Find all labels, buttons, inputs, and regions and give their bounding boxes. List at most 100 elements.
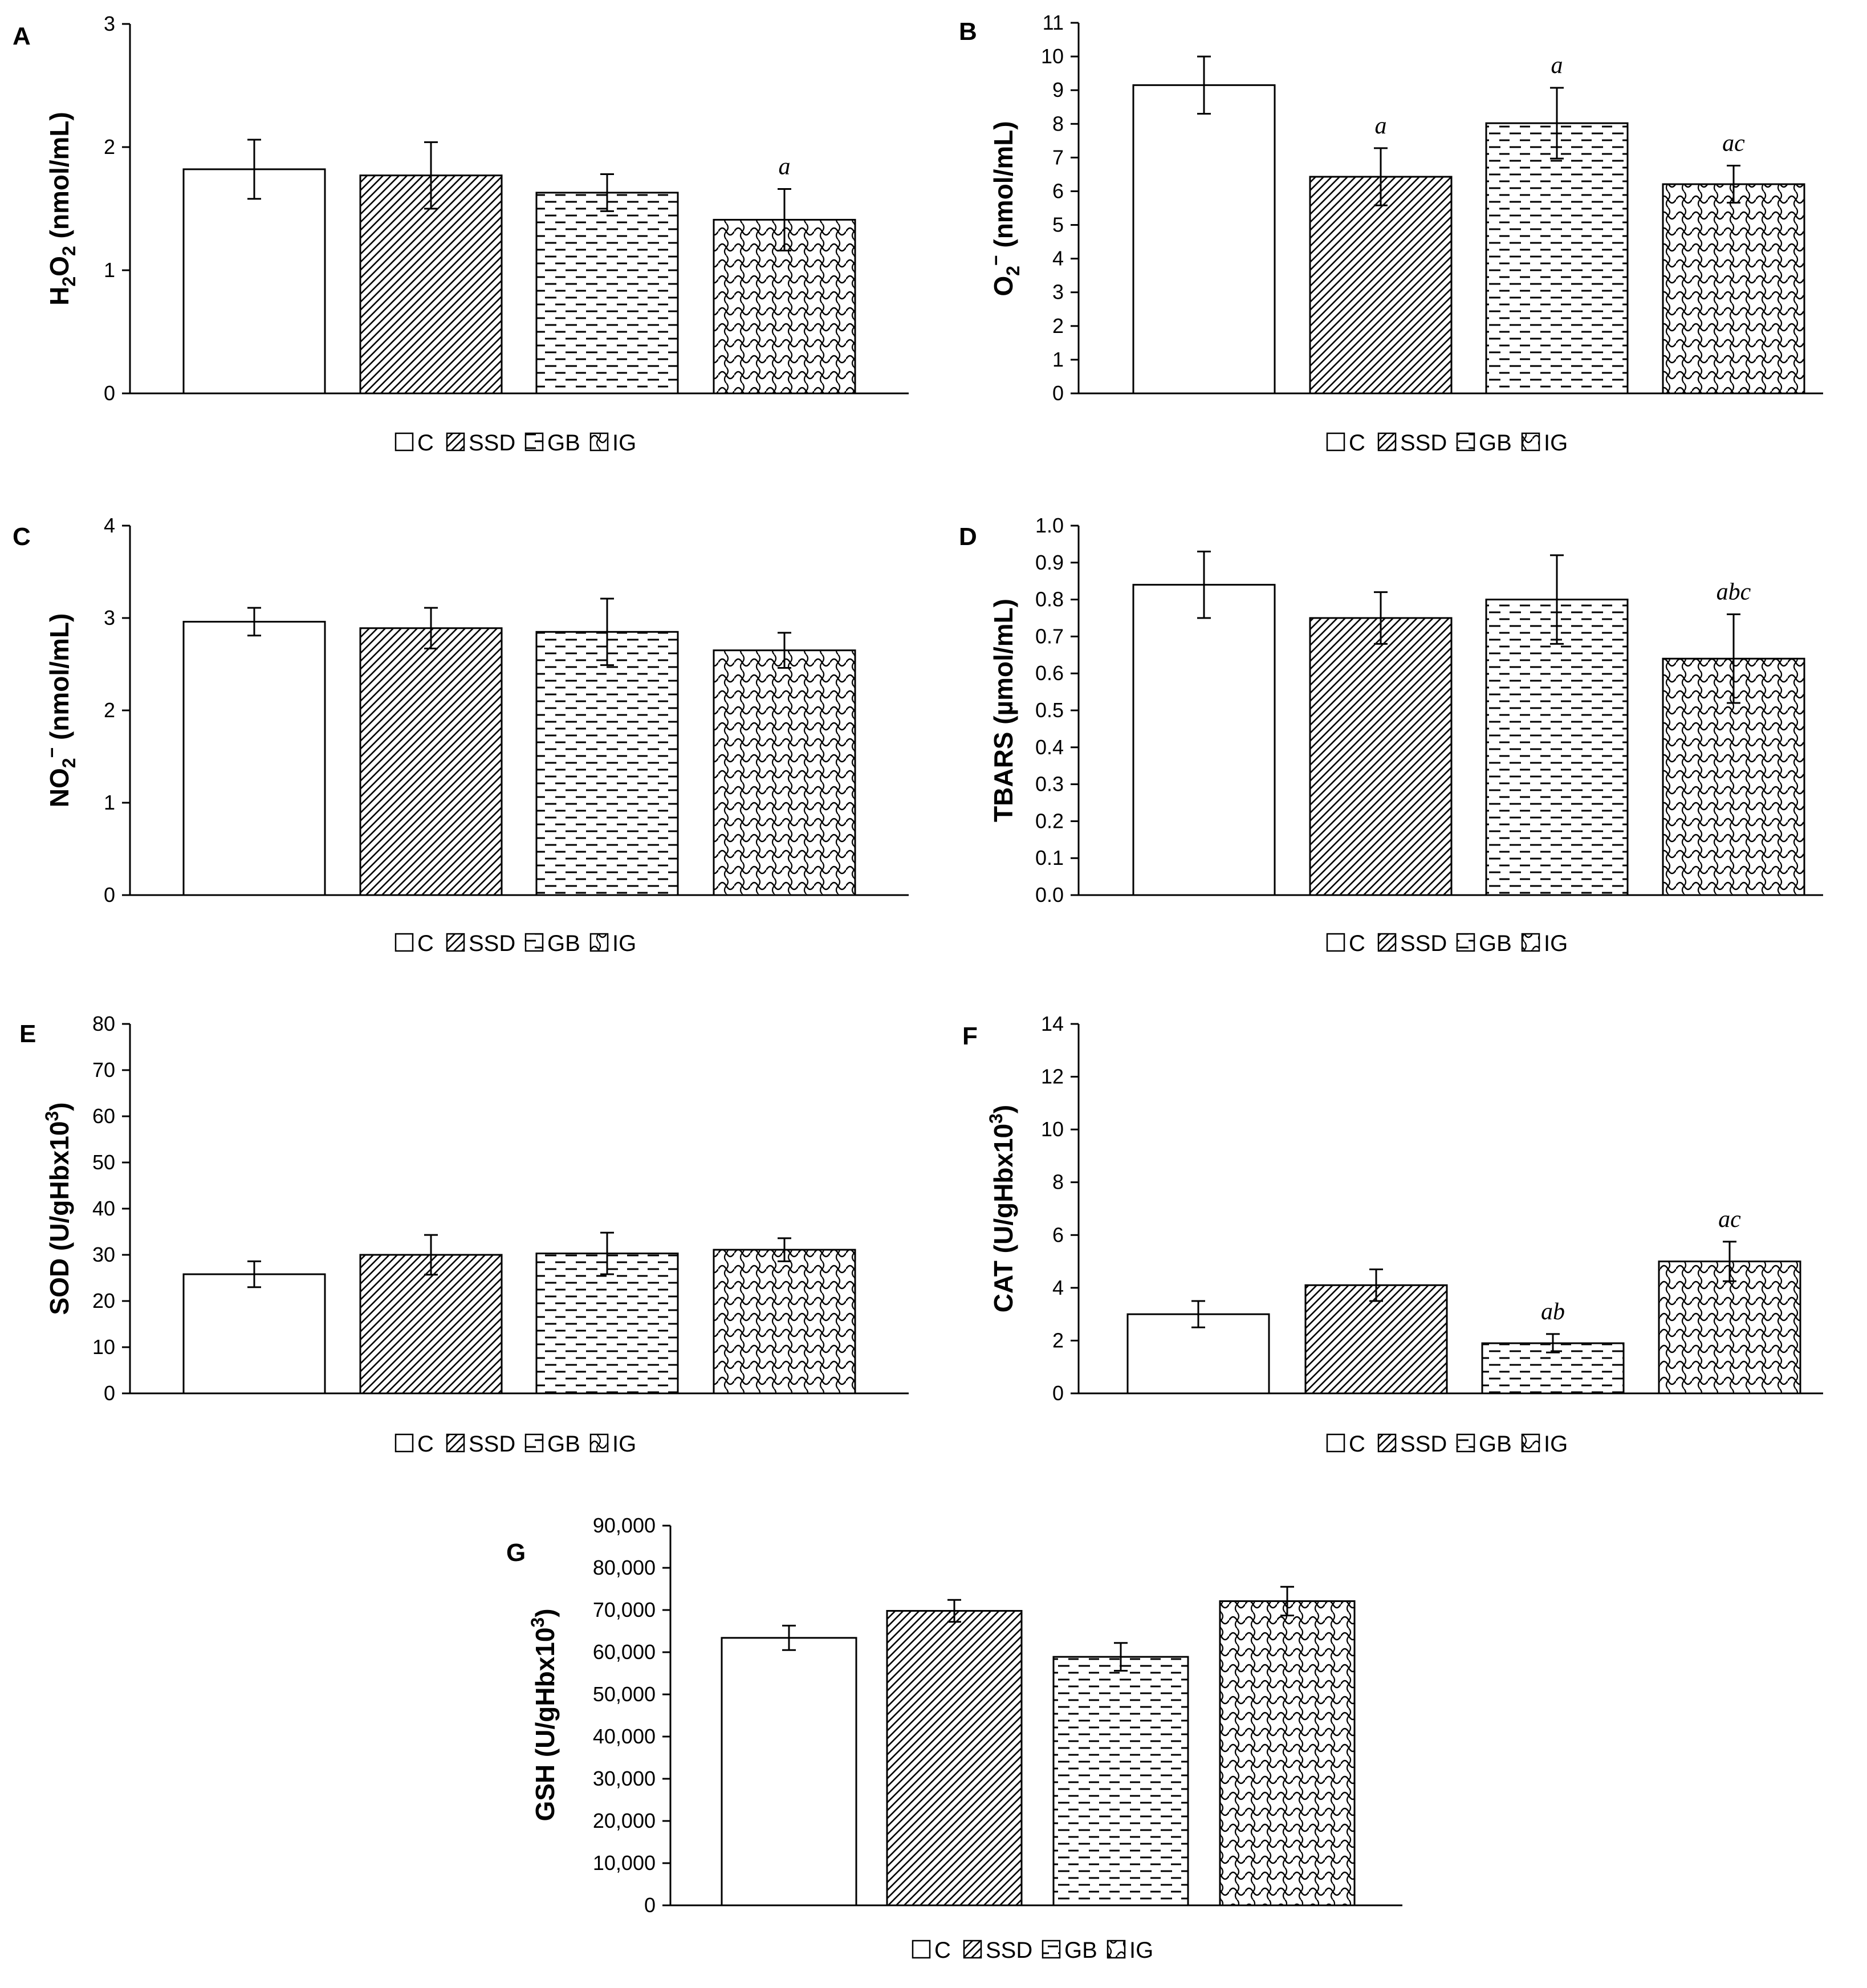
panel-e: E 0 10 20 30 40 50 60 70 80 SOD (U/gHbx103) C SSD GB I… <box>19 1012 909 1457</box>
legend-item-ig: IG <box>1521 1432 1568 1457</box>
legend-swatch <box>1456 1433 1475 1453</box>
legend-item-gb: GB <box>1456 1432 1512 1457</box>
y-tick-label: 4 <box>104 514 115 537</box>
legend-item-ssd: SSD <box>446 931 515 956</box>
y-tick-label: 6 <box>1052 1223 1064 1246</box>
legend-label: GB <box>1479 1432 1512 1457</box>
y-tick-label: 3 <box>1052 280 1064 304</box>
y-tick-label: 2 <box>104 698 115 722</box>
legend-swatch <box>912 1940 931 1959</box>
bar-c <box>721 1637 857 1906</box>
legend-label: GB <box>1479 430 1512 456</box>
legend-item-gb: GB <box>1042 1938 1097 1963</box>
y-tick-label: 1 <box>104 258 115 282</box>
panel-c: C 0 1 2 3 4 NO2− (nmol/mL) C SSD GB IG <box>13 514 909 956</box>
legend-swatch <box>589 432 609 452</box>
legend-swatch <box>1377 432 1397 452</box>
bar-ssd <box>1309 617 1453 896</box>
y-tick-label: 0.1 <box>1035 846 1064 869</box>
y-tick-label: 0 <box>1052 1381 1064 1405</box>
y-axis-label: H2O2 (nmol/mL) <box>44 112 79 306</box>
panel-letter: B <box>959 18 977 46</box>
legend-swatch <box>394 432 414 452</box>
bar-ig <box>1219 1600 1356 1906</box>
legend-swatch <box>1521 933 1540 952</box>
legend-item-ssd: SSD <box>1377 430 1447 456</box>
legend-item-c: C <box>1326 931 1365 956</box>
legend-item-gb: GB <box>1456 430 1512 456</box>
legend-label: IG <box>612 430 636 456</box>
legend-swatch <box>1377 933 1397 952</box>
legend-label: SSD <box>469 430 515 456</box>
legend-swatch <box>524 432 544 452</box>
legend-item-ssd: SSD <box>446 1432 515 1457</box>
bar-ssd <box>1309 176 1453 395</box>
panel-letter: C <box>13 523 31 551</box>
legend-label: IG <box>1129 1938 1153 1963</box>
y-tick-label: 0.4 <box>1035 735 1064 759</box>
y-tick-label: 70,000 <box>593 1598 656 1621</box>
legend-label: IG <box>1544 430 1568 456</box>
y-axis-label: O2− (nmol/mL) <box>986 121 1023 296</box>
legend-swatch <box>1521 432 1540 452</box>
y-axis-label: SOD (U/gHbx103) <box>42 1102 74 1315</box>
legend-label: GB <box>1064 1938 1097 1963</box>
legend-swatch <box>1456 933 1475 952</box>
significance-label: ac <box>1722 131 1745 157</box>
bar-c <box>182 168 326 395</box>
y-tick-label: 11 <box>1043 11 1064 34</box>
panel-letter: F <box>962 1022 978 1050</box>
y-tick-label: 3 <box>104 12 115 35</box>
y-tick-label: 2 <box>104 135 115 158</box>
bar-c <box>182 620 326 896</box>
legend-swatch <box>394 1433 414 1453</box>
y-tick-label: 1.0 <box>1035 514 1064 537</box>
legend-item-ig: IG <box>589 1432 636 1457</box>
y-tick-label: 4 <box>1052 1276 1064 1299</box>
legend-label: SSD <box>1400 1432 1447 1457</box>
y-tick-label: 2 <box>1052 1328 1064 1352</box>
y-tick-label: 50,000 <box>593 1682 656 1706</box>
legend-item-gb: GB <box>524 931 580 956</box>
significance-label: abc <box>1716 579 1751 605</box>
legend-label: C <box>417 931 434 956</box>
legend-item-ig: IG <box>1107 1938 1153 1963</box>
legend-swatch <box>1521 1433 1540 1453</box>
y-axis-label: CAT (U/gHbx103) <box>986 1105 1018 1313</box>
y-tick-label: 80 <box>92 1012 115 1035</box>
panel-a: A 0 1 2 3 H2O2 (nmol/mL) a C SSD GB IG <box>13 12 909 456</box>
bar-gb <box>535 192 679 395</box>
y-tick-label: 20,000 <box>593 1809 656 1832</box>
legend-item-ig: IG <box>1521 931 1568 956</box>
bar-gb <box>535 631 679 896</box>
legend-item-c: C <box>1326 1432 1365 1457</box>
bar-ig <box>713 1249 856 1395</box>
bar-c <box>1132 84 1276 395</box>
panel-d: D 0.0 0.1 0.2 0.3 0.4 0.5 0.6 0.7 0.8 0.9 1.0 TBARS … <box>959 514 1823 956</box>
panel-letter: E <box>19 1020 36 1048</box>
y-tick-label: 5 <box>1052 213 1064 237</box>
y-tick-label: 14 <box>1041 1012 1064 1035</box>
y-tick-label: 0.5 <box>1035 698 1064 722</box>
y-tick-label: 10 <box>92 1335 115 1359</box>
legend: C SSD GB IG <box>394 430 636 456</box>
legend-label: SSD <box>986 1938 1032 1963</box>
significance-label: ac <box>1718 1206 1741 1233</box>
y-tick-label: 0.2 <box>1035 809 1064 832</box>
legend-label: GB <box>547 430 580 456</box>
legend: C SSD GB IG <box>1326 931 1568 956</box>
legend-swatch <box>394 933 414 952</box>
legend-item-gb: GB <box>524 430 580 456</box>
y-tick-label: 2 <box>1052 314 1064 338</box>
legend-label: SSD <box>1400 931 1447 956</box>
y-tick-label: 0 <box>1052 381 1064 405</box>
bar-ssd <box>359 1254 503 1395</box>
panel-letter: D <box>959 523 977 551</box>
legend-swatch <box>446 432 465 452</box>
bar-c <box>1132 584 1276 896</box>
y-tick-label: 0 <box>104 381 115 405</box>
panel-letter: G <box>506 1539 526 1567</box>
y-tick-label: 40,000 <box>593 1725 656 1748</box>
legend-item-ig: IG <box>589 430 636 456</box>
